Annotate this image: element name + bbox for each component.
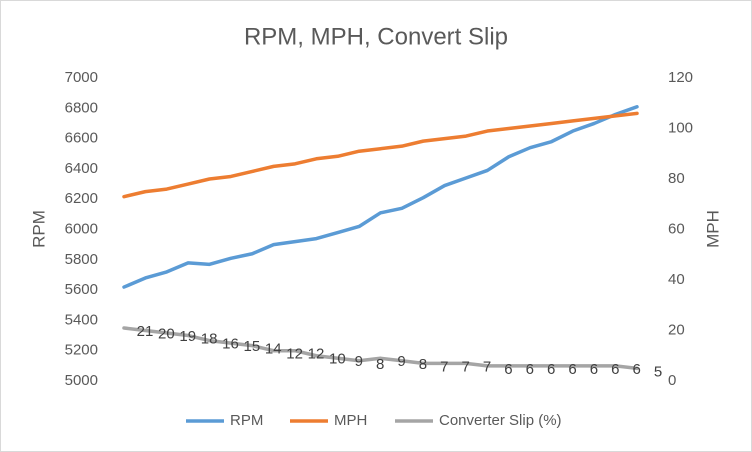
y-tick-label: 7000 xyxy=(65,69,98,86)
y-tick-label: 5800 xyxy=(65,251,98,268)
y2-tick-label: 100 xyxy=(668,119,693,136)
y2-tick-label: 80 xyxy=(668,170,685,187)
data-label: 10 xyxy=(329,351,346,368)
y-tick-label: 6400 xyxy=(65,160,98,177)
y2-tick-label: 60 xyxy=(668,220,685,237)
series-line xyxy=(122,105,639,289)
chart-title: RPM, MPH, Convert Slip xyxy=(244,23,508,50)
data-label: 14 xyxy=(265,341,282,358)
y-tick-label: 5600 xyxy=(65,281,98,298)
data-label: 6 xyxy=(526,361,534,378)
data-label: 7 xyxy=(461,358,469,375)
y-tick-label: 5000 xyxy=(65,372,98,389)
data-label: 8 xyxy=(419,356,427,373)
data-label: 20 xyxy=(158,325,175,342)
data-label: 12 xyxy=(308,346,325,363)
data-label: 9 xyxy=(355,353,363,370)
data-label: 16 xyxy=(222,336,239,353)
y-tick-label: 6800 xyxy=(65,99,98,116)
legend-label: Converter Slip (%) xyxy=(439,412,562,429)
data-label: 19 xyxy=(179,328,196,345)
y-axis-label: RPM xyxy=(29,210,48,248)
data-label: 6 xyxy=(611,361,619,378)
y-tick-label: 6600 xyxy=(65,130,98,147)
data-label: 12 xyxy=(286,346,303,363)
data-label: 7 xyxy=(483,358,491,375)
y-tick-label: 5200 xyxy=(65,342,98,359)
data-label: 5 xyxy=(654,363,662,380)
y2-tick-label: 40 xyxy=(668,271,685,288)
data-label: 7 xyxy=(440,358,448,375)
data-label: 6 xyxy=(547,361,555,378)
y2-tick-label: 0 xyxy=(668,372,676,389)
data-label: 9 xyxy=(397,353,405,370)
data-label: 21 xyxy=(137,323,154,340)
y2-tick-label: 20 xyxy=(668,321,685,338)
y-tick-label: 5400 xyxy=(65,311,98,328)
legend-label: RPM xyxy=(230,412,263,429)
data-label: 8 xyxy=(376,356,384,373)
data-label: 15 xyxy=(244,338,261,355)
y2-tick-label: 120 xyxy=(668,69,693,86)
y-tick-label: 6000 xyxy=(65,220,98,237)
y-tick-label: 6200 xyxy=(65,190,98,207)
series-line xyxy=(122,111,639,199)
data-label: 18 xyxy=(201,331,218,348)
legend-label: MPH xyxy=(334,412,367,429)
y2-axis-label: MPH xyxy=(703,210,722,248)
data-label: 6 xyxy=(568,361,576,378)
series-line xyxy=(122,326,639,371)
data-label: 6 xyxy=(590,361,598,378)
data-label: 6 xyxy=(632,361,640,378)
data-label: 6 xyxy=(504,361,512,378)
